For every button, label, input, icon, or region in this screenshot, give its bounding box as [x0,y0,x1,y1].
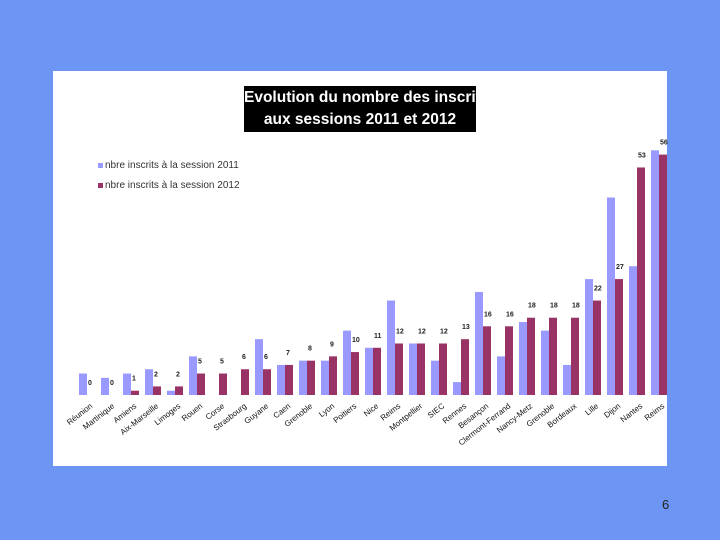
bar-2012-15 [417,343,425,395]
data-label-2012-19: 16 [506,311,514,318]
bar-2012-14 [395,343,403,395]
bar-2011-4 [167,390,175,395]
page-number: 6 [662,497,670,512]
data-label-2012-7: 6 [242,354,246,361]
data-label-2012-0: 0 [88,380,92,387]
data-label-2012-9: 7 [286,350,290,357]
bar-2011-23 [585,279,593,395]
category-label-26: Reims [643,401,666,422]
chart-title-line-2: aux sessions 2011 et 2012 [263,111,457,128]
data-label-2012-11: 9 [330,341,334,348]
bar-2011-1 [101,377,109,395]
bar-2012-16 [439,343,447,395]
data-label-2012-20: 18 [528,303,536,310]
legend-entry-2012: nbre inscrits à la session 2012 [98,175,240,195]
data-label-2012-14: 12 [396,328,404,335]
bar-2012-9 [285,364,293,395]
bar-2011-18 [475,291,483,395]
bar-2012-18 [483,326,491,395]
data-label-2012-18: 16 [484,311,492,318]
bar-2011-19 [497,356,505,395]
bar-2011-20 [519,322,527,395]
data-label-2012-15: 12 [418,328,426,335]
bar-2011-12 [343,330,351,395]
bar-2012-23 [593,300,601,395]
data-label-2012-3: 2 [154,371,158,378]
data-label-2012-6: 5 [220,359,224,366]
bar-2012-12 [351,352,359,395]
data-label-2012-21: 18 [550,303,558,310]
bar-2012-26 [659,154,667,395]
bar-2012-20 [527,317,535,395]
chart-panel [53,71,667,466]
category-label-23: Lille [583,401,600,417]
bar-2011-21 [541,330,549,395]
bar-2012-13 [373,347,381,395]
bar-2011-22 [563,364,571,395]
bar-2012-3 [153,386,161,395]
chart-legend: nbre inscrits à la session 2011 nbre ins… [98,155,240,195]
data-label-2012-17: 13 [462,324,470,331]
bar-2011-0 [79,373,87,395]
legend-label-2012: nbre inscrits à la session 2012 [105,179,240,191]
category-label-8: Guyane [243,401,271,426]
data-label-2012-5: 5 [198,359,202,366]
bar-2012-8 [263,369,271,395]
data-label-2012-8: 6 [264,354,268,361]
data-label-2012-12: 10 [352,337,360,344]
bar-2011-11 [321,360,329,395]
bar-2011-25 [629,266,637,395]
bar-2011-2 [123,373,131,395]
bar-2012-6 [219,373,227,395]
data-label-2012-23: 22 [594,286,602,293]
data-label-2012-10: 8 [308,346,312,353]
legend-swatch-2012 [98,182,103,188]
bar-2011-14 [387,300,395,395]
bar-2012-5 [197,373,205,395]
category-label-13: Nice [362,401,381,418]
bar-2011-17 [453,382,461,395]
bar-2011-10 [299,360,307,395]
data-label-2012-4: 2 [176,371,180,378]
data-label-2012-16: 12 [440,328,448,335]
category-label-5: Rouen [180,401,204,423]
chart-title-line-1: Evolution du nombre des inscrits [244,89,490,106]
bar-2012-2 [131,390,139,395]
bar-2012-10 [307,360,315,395]
bar-2012-17 [461,339,469,395]
data-label-2012-24: 27 [616,264,624,271]
category-label-25: Nantes [619,401,645,424]
bar-2012-21 [549,317,557,395]
data-label-2012-1: 0 [110,380,114,387]
bar-2011-3 [145,369,153,395]
data-label-2012-2: 1 [132,376,136,383]
bar-2011-16 [431,360,439,395]
bar-2011-15 [409,343,417,395]
data-label-2012-26: 56 [660,140,668,147]
data-label-2012-22: 18 [572,303,580,310]
category-label-12: Poitiers [332,401,359,425]
bar-2012-25 [637,167,645,395]
legend-swatch-2011 [98,162,103,168]
bar-2011-5 [189,356,197,395]
bar-2011-8 [255,339,263,395]
bar-2012-11 [329,356,337,395]
bar-2011-13 [365,347,373,395]
chart-title: Evolution du nombre des inscrits aux ses… [244,86,490,132]
data-label-2012-25: 53 [638,152,646,159]
legend-label-2011: nbre inscrits à la session 2011 [105,159,239,171]
legend-entry-2011: nbre inscrits à la session 2011 [98,155,240,175]
bar-2012-24 [615,279,623,395]
bar-2012-7 [241,369,249,395]
bar-2011-24 [607,197,615,395]
data-label-2012-13: 11 [374,333,382,340]
bar-2012-19 [505,326,513,395]
bar-2012-22 [571,317,579,395]
bar-2011-9 [277,364,285,395]
bar-2011-26 [651,150,659,395]
bar-2012-4 [175,386,183,395]
